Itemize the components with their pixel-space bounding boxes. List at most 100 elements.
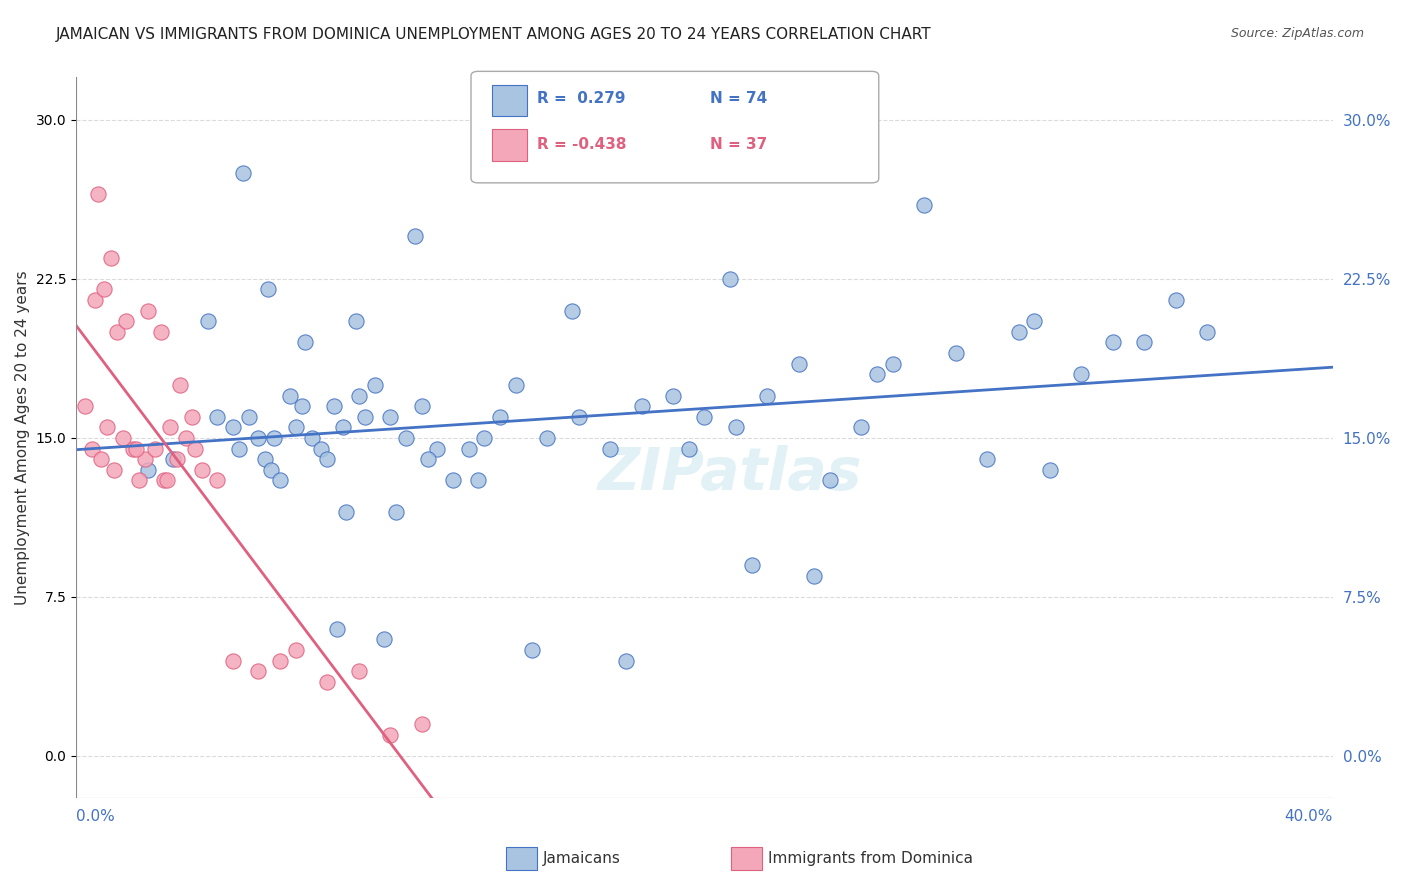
Text: Immigrants from Dominica: Immigrants from Dominica — [768, 851, 973, 865]
Point — [426, 442, 449, 456]
Point — [232, 166, 254, 180]
Text: Jamaicans: Jamaicans — [543, 851, 620, 865]
Point — [247, 431, 270, 445]
Text: N = 37: N = 37 — [710, 137, 768, 152]
Point — [373, 632, 395, 647]
Point — [143, 442, 166, 456]
Point — [411, 399, 433, 413]
Point — [380, 728, 402, 742]
Point — [284, 643, 307, 657]
Point — [404, 229, 426, 244]
Point — [190, 463, 212, 477]
Point — [1133, 335, 1156, 350]
Point — [756, 388, 779, 402]
Point — [105, 325, 128, 339]
Point — [614, 654, 637, 668]
Point — [787, 357, 810, 371]
Point — [184, 442, 207, 456]
Point — [222, 420, 245, 434]
Point — [1070, 368, 1092, 382]
Point — [115, 314, 138, 328]
Point — [561, 303, 583, 318]
Point — [316, 674, 339, 689]
Point — [693, 409, 716, 424]
Point — [347, 664, 370, 678]
Point — [457, 442, 479, 456]
Point — [1039, 463, 1062, 477]
Point — [976, 452, 998, 467]
Point — [1164, 293, 1187, 307]
Point — [253, 452, 276, 467]
Point — [278, 388, 301, 402]
Text: Source: ZipAtlas.com: Source: ZipAtlas.com — [1230, 27, 1364, 40]
Point — [467, 473, 489, 487]
Point — [945, 346, 967, 360]
Point — [322, 399, 344, 413]
Point — [803, 568, 825, 582]
Point — [294, 335, 316, 350]
Y-axis label: Unemployment Among Ages 20 to 24 years: Unemployment Among Ages 20 to 24 years — [15, 270, 30, 606]
Point — [75, 399, 97, 413]
Point — [505, 378, 527, 392]
Point — [363, 378, 385, 392]
Text: N = 74: N = 74 — [710, 91, 768, 105]
Point — [80, 442, 103, 456]
Point — [247, 664, 270, 678]
Point — [301, 431, 323, 445]
Point — [174, 431, 197, 445]
Text: ZIPatlas: ZIPatlas — [598, 445, 862, 502]
Point — [818, 473, 841, 487]
Point — [332, 420, 354, 434]
Point — [121, 442, 143, 456]
Point — [207, 473, 229, 487]
Point — [474, 431, 496, 445]
Point — [912, 197, 935, 211]
Point — [159, 420, 181, 434]
Point — [256, 283, 278, 297]
Point — [1024, 314, 1046, 328]
Text: R =  0.279: R = 0.279 — [537, 91, 626, 105]
Point — [263, 431, 285, 445]
Point — [222, 654, 245, 668]
Point — [866, 368, 889, 382]
Point — [741, 558, 763, 573]
Point — [347, 388, 370, 402]
Point — [149, 325, 172, 339]
Point — [568, 409, 591, 424]
Point — [284, 420, 307, 434]
Point — [291, 399, 314, 413]
Point — [128, 473, 150, 487]
Point — [309, 442, 332, 456]
Point — [441, 473, 464, 487]
Point — [1197, 325, 1219, 339]
Point — [112, 431, 135, 445]
Point — [354, 409, 377, 424]
Point — [90, 452, 112, 467]
Point — [326, 622, 349, 636]
Point — [882, 357, 904, 371]
Point — [630, 399, 652, 413]
Point — [316, 452, 339, 467]
Point — [269, 473, 291, 487]
Point — [851, 420, 873, 434]
Point — [380, 409, 402, 424]
Point — [134, 452, 156, 467]
Point — [156, 473, 179, 487]
Point — [411, 717, 433, 731]
Point — [162, 452, 184, 467]
Point — [678, 442, 700, 456]
Point — [87, 187, 110, 202]
Point — [344, 314, 367, 328]
Point — [1101, 335, 1123, 350]
Point — [269, 654, 291, 668]
Point — [599, 442, 621, 456]
Point — [181, 409, 204, 424]
Point — [385, 505, 408, 519]
Point — [136, 463, 159, 477]
Point — [197, 314, 219, 328]
Point — [335, 505, 357, 519]
Text: R = -0.438: R = -0.438 — [537, 137, 627, 152]
Point — [100, 251, 122, 265]
Point — [260, 463, 283, 477]
Point — [136, 303, 159, 318]
